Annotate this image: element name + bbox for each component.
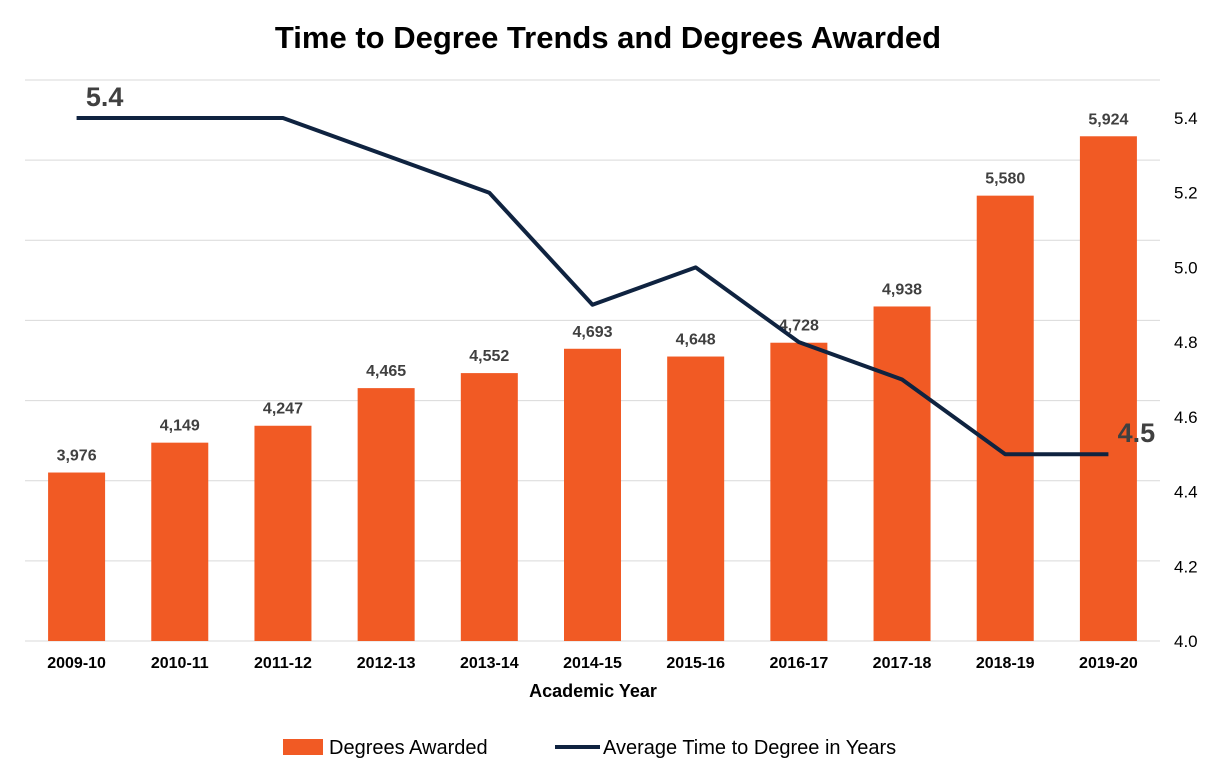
y-right-tick-label: 5.0 — [1174, 258, 1198, 277]
x-axis-ticks: 2009-10 2010-11 2011-12 2012-13 2013-14 2014-… — [47, 655, 1138, 672]
bar — [667, 356, 725, 641]
line-data-labels: 5.4 4.5 — [86, 82, 1155, 448]
legend-label-degrees-awarded: Degrees Awarded — [329, 737, 488, 759]
bar-value-label: 4,728 — [779, 318, 819, 335]
x-tick-label: 2015-16 — [666, 655, 725, 672]
x-tick-label: 2014-15 — [563, 655, 622, 672]
y-axis-right-ticks: 4.0 4.2 4.4 4.6 4.8 5.0 5.2 5.4 — [1174, 109, 1198, 651]
chart-title: Time to Degree Trends and Degrees Awarde… — [275, 20, 941, 55]
x-tick-label: 2009-10 — [47, 655, 106, 672]
bar — [460, 373, 518, 641]
y-right-tick-label: 4.8 — [1174, 333, 1198, 352]
bar — [770, 342, 828, 641]
y-right-tick-label: 5.4 — [1174, 109, 1198, 128]
bar — [1079, 136, 1137, 641]
bar-data-labels: 3,976 4,149 4,247 4,465 4,552 4,693 4,648 4,728… — [57, 111, 1129, 464]
bar — [976, 195, 1034, 641]
bar-value-label: 5,580 — [985, 171, 1025, 188]
legend: Degrees Awarded Average Time to Degree i… — [283, 737, 896, 759]
bar-value-label: 4,247 — [263, 401, 303, 418]
y-right-tick-label: 4.2 — [1174, 557, 1198, 576]
line-point-label: 5.4 — [86, 82, 124, 112]
x-tick-label: 2010-11 — [151, 655, 209, 672]
x-tick-label: 2017-18 — [873, 655, 932, 672]
bar — [564, 348, 621, 641]
x-tick-label: 2019-20 — [1079, 655, 1138, 672]
bar-value-label: 4,465 — [366, 363, 406, 380]
bar-value-label: 5,924 — [1088, 111, 1128, 128]
y-right-tick-label: 4.4 — [1174, 483, 1198, 502]
legend-swatch-degrees-awarded — [283, 739, 323, 755]
bar-value-label: 4,938 — [882, 281, 922, 298]
y-right-tick-label: 5.2 — [1174, 184, 1198, 203]
bar — [151, 442, 209, 641]
y-right-tick-label: 4.0 — [1174, 632, 1198, 651]
x-tick-label: 2013-14 — [460, 655, 519, 672]
line-point-label: 4.5 — [1118, 418, 1156, 448]
y-right-tick-label: 4.6 — [1174, 408, 1198, 427]
bar-value-label: 4,149 — [160, 418, 200, 435]
line-time-to-degree — [76, 116, 1109, 457]
x-axis-label: Academic Year — [529, 681, 657, 701]
bar-value-label: 4,552 — [469, 348, 509, 365]
x-tick-label: 2012-13 — [357, 655, 416, 672]
bar — [873, 306, 931, 641]
bar-value-label: 3,976 — [57, 448, 97, 465]
x-tick-label: 2018-19 — [976, 655, 1035, 672]
bar-value-label: 4,693 — [572, 324, 612, 341]
legend-label-time-to-degree: Average Time to Degree in Years — [603, 737, 896, 759]
bar-value-label: 4,648 — [676, 332, 716, 349]
x-tick-label: 2016-17 — [770, 655, 829, 672]
bar — [357, 388, 415, 641]
bar — [254, 425, 312, 641]
bar — [48, 472, 106, 641]
x-tick-label: 2011-12 — [254, 655, 312, 672]
bars-degrees-awarded — [48, 136, 1137, 641]
